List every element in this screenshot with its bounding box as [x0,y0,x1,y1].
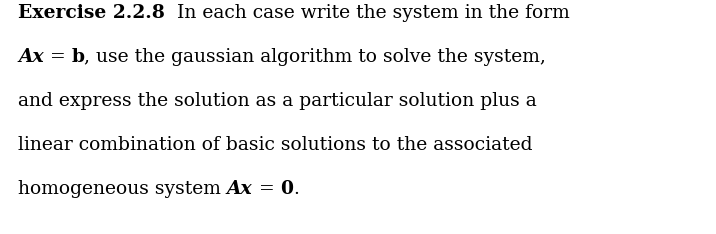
Text: In each case write the system in the form: In each case write the system in the for… [165,4,570,22]
Text: 0: 0 [280,180,294,198]
Text: =: = [253,180,280,198]
Text: linear combination of basic solutions to the associated: linear combination of basic solutions to… [18,136,533,154]
Text: and express the solution as a particular solution plus a: and express the solution as a particular… [18,92,537,110]
Text: Ax: Ax [18,48,44,66]
Text: b: b [72,48,84,66]
Text: homogeneous system: homogeneous system [18,180,227,198]
Text: Exercise 2.2.8: Exercise 2.2.8 [18,4,165,22]
Text: .: . [294,180,299,198]
Text: =: = [44,48,72,66]
Text: , use the gaussian algorithm to solve the system,: , use the gaussian algorithm to solve th… [84,48,546,66]
Text: Ax: Ax [227,180,253,198]
